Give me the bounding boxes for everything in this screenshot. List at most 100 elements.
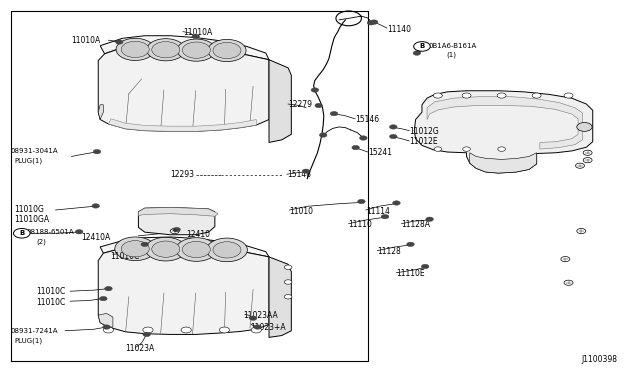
Text: 11128: 11128 [378, 247, 401, 256]
Text: 11110E: 11110E [396, 269, 425, 278]
Circle shape [143, 332, 150, 337]
Circle shape [284, 295, 292, 299]
Text: 11023+A: 11023+A [250, 323, 285, 331]
Circle shape [116, 38, 154, 61]
Text: 08188-6501A: 08188-6501A [27, 229, 74, 235]
Circle shape [152, 42, 180, 58]
Circle shape [433, 93, 442, 98]
Circle shape [147, 39, 185, 61]
Text: 11023AA: 11023AA [244, 311, 278, 320]
Circle shape [421, 264, 429, 269]
Circle shape [413, 42, 430, 51]
Polygon shape [269, 257, 291, 337]
Circle shape [583, 158, 592, 163]
Polygon shape [99, 105, 103, 119]
Circle shape [115, 237, 156, 260]
Circle shape [213, 242, 241, 258]
Polygon shape [99, 45, 269, 131]
Circle shape [426, 217, 433, 221]
Circle shape [251, 327, 261, 333]
Text: 15241: 15241 [368, 148, 392, 157]
Circle shape [497, 93, 506, 98]
Circle shape [208, 39, 246, 62]
Circle shape [145, 237, 186, 261]
Circle shape [381, 214, 389, 219]
Polygon shape [99, 313, 113, 327]
Circle shape [352, 145, 360, 150]
Circle shape [170, 228, 179, 234]
Polygon shape [108, 119, 256, 131]
Circle shape [121, 241, 149, 257]
Polygon shape [427, 97, 582, 149]
Circle shape [564, 280, 573, 285]
Circle shape [577, 228, 586, 234]
Circle shape [152, 241, 180, 257]
Circle shape [102, 325, 110, 329]
Text: 11010: 11010 [289, 206, 314, 216]
Circle shape [302, 169, 310, 173]
Circle shape [311, 88, 319, 92]
Circle shape [104, 286, 112, 291]
Circle shape [577, 122, 592, 131]
Text: 11010GA: 11010GA [14, 215, 49, 224]
Text: 11128A: 11128A [401, 220, 431, 229]
Text: 15148: 15148 [287, 170, 311, 179]
Circle shape [173, 227, 180, 232]
Text: 12410: 12410 [186, 230, 210, 239]
Circle shape [462, 93, 471, 98]
Circle shape [367, 20, 375, 25]
Circle shape [177, 39, 216, 61]
Circle shape [390, 125, 397, 129]
Text: 11010A: 11010A [183, 28, 212, 37]
Polygon shape [99, 244, 269, 334]
Text: 11110: 11110 [349, 220, 372, 229]
Text: PLUG(1): PLUG(1) [14, 337, 42, 344]
Text: 11010C: 11010C [109, 251, 139, 261]
Polygon shape [414, 91, 593, 173]
Text: 11140: 11140 [387, 25, 411, 33]
Circle shape [121, 41, 149, 58]
Text: PLUG(1): PLUG(1) [14, 158, 42, 164]
Text: 11114: 11114 [366, 206, 390, 216]
Polygon shape [138, 208, 218, 216]
Text: 15146: 15146 [355, 115, 379, 124]
Circle shape [360, 136, 367, 140]
Circle shape [103, 327, 113, 333]
Circle shape [141, 242, 148, 247]
Circle shape [561, 257, 570, 262]
Polygon shape [269, 60, 291, 142]
Circle shape [406, 242, 414, 247]
Polygon shape [100, 36, 269, 60]
Text: 12410A: 12410A [81, 233, 110, 242]
Circle shape [284, 280, 292, 284]
Text: B: B [419, 44, 424, 49]
Polygon shape [470, 153, 537, 173]
Circle shape [434, 147, 442, 151]
Circle shape [390, 134, 397, 139]
Polygon shape [100, 237, 269, 257]
Text: 08931-7241A: 08931-7241A [11, 328, 58, 334]
Circle shape [284, 265, 292, 269]
Text: (1): (1) [446, 52, 456, 58]
Circle shape [498, 147, 506, 151]
Text: 12279: 12279 [288, 100, 312, 109]
Circle shape [315, 103, 323, 108]
Circle shape [92, 204, 100, 208]
Text: 11010A: 11010A [72, 36, 100, 45]
Text: 08931-3041A: 08931-3041A [11, 148, 59, 154]
Circle shape [358, 199, 365, 204]
Text: (2): (2) [36, 238, 46, 245]
Circle shape [100, 296, 107, 301]
Circle shape [213, 42, 241, 59]
Circle shape [564, 93, 573, 98]
Circle shape [115, 40, 123, 44]
Text: B: B [19, 230, 24, 236]
Circle shape [220, 327, 230, 333]
Text: 0B1A6-B161A: 0B1A6-B161A [428, 43, 477, 49]
Text: 11012G: 11012G [409, 127, 439, 136]
Circle shape [176, 238, 217, 261]
Circle shape [583, 150, 592, 155]
Circle shape [413, 51, 420, 55]
Circle shape [192, 34, 200, 39]
Circle shape [532, 93, 541, 98]
